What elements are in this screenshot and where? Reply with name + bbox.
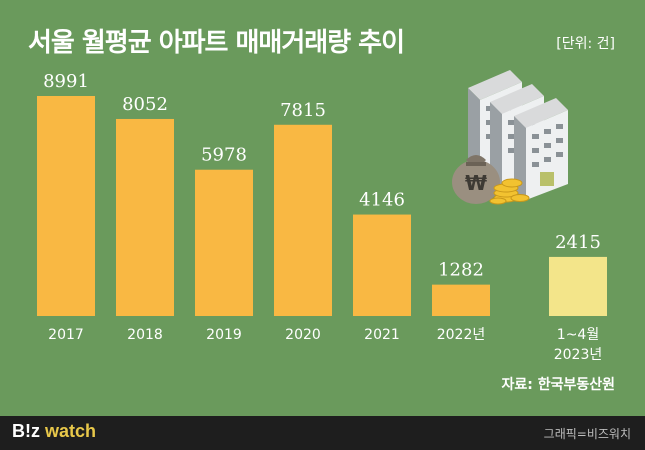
bizwatch-logo: B!z watch [12,421,96,442]
x-tick-label-0: 2017 [48,327,84,343]
bar-2 [195,169,253,316]
bar-4 [353,214,411,316]
value-label-3: 7815 [280,100,326,121]
won-symbol: ₩ [465,171,487,195]
chart-title: 서울 월평균 아파트 매매거래량 추이 [28,28,405,58]
x-tick-label-4: 2021 [364,327,400,343]
value-label-0: 8991 [43,71,89,92]
x-tick-label-2: 2019 [206,327,242,343]
value-label-4: 4146 [359,190,405,211]
source-note: 자료: 한국부동산원 [501,377,615,393]
footer-bar: B!z watch 그래픽=비즈워치 [0,416,645,450]
x-tick-label-5: 2022년 [437,327,486,343]
value-label-2: 5978 [201,145,247,166]
value-label-5: 1282 [438,260,484,281]
bar-0 [37,96,95,316]
value-labels-group: 8991 8052 5978 7815 4146 1282 2415 [43,71,601,281]
value-label-1: 8052 [122,94,168,115]
x-tick-label-3: 2020 [285,327,321,343]
x-tick-label-6-line-0: 1~4월 [557,327,599,343]
x-tick-label-1: 2018 [127,327,163,343]
value-label-6: 2415 [555,232,601,253]
graphic-credit: 그래픽=비즈워치 [543,427,631,441]
x-tick-label-6-line-1: 2023년 [554,347,603,363]
bar-1 [116,118,174,316]
logo-biz-text: B!z [12,421,40,441]
unit-label: [단위: 건] [556,36,615,52]
bar-5 [432,284,490,316]
x-axis-labels-group: 2017 2018 2019 2020 2021 2022년 1~4월 2023년 [48,327,602,363]
apartment-buildings-with-money-bag-and-coins-icon: ₩ [452,70,568,205]
bars-group [37,96,607,316]
logo-watch-text: watch [45,421,97,441]
bar-6 [549,256,607,316]
bar-3 [274,124,332,316]
